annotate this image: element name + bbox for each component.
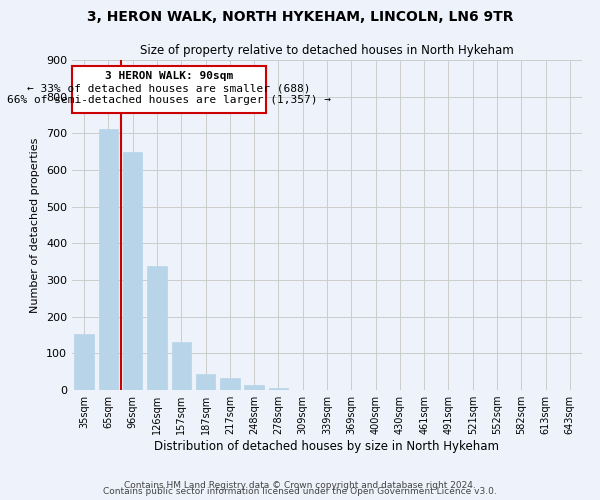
Bar [123,152,142,390]
Text: 66% of semi-detached houses are larger (1,357) →: 66% of semi-detached houses are larger (… [7,95,331,105]
Text: ← 33% of detached houses are smaller (688): ← 33% of detached houses are smaller (68… [28,83,311,93]
Y-axis label: Number of detached properties: Number of detached properties [31,138,40,312]
Bar [172,342,191,390]
FancyBboxPatch shape [72,66,266,113]
Text: 3, HERON WALK, NORTH HYKEHAM, LINCOLN, LN6 9TR: 3, HERON WALK, NORTH HYKEHAM, LINCOLN, L… [87,10,513,24]
Bar [244,385,264,390]
Text: Contains HM Land Registry data © Crown copyright and database right 2024.: Contains HM Land Registry data © Crown c… [124,481,476,490]
Bar [269,388,288,390]
Bar [220,378,239,390]
Title: Size of property relative to detached houses in North Hykeham: Size of property relative to detached ho… [140,44,514,58]
X-axis label: Distribution of detached houses by size in North Hykeham: Distribution of detached houses by size … [155,440,499,453]
Bar [196,374,215,390]
Text: Contains public sector information licensed under the Open Government Licence v3: Contains public sector information licen… [103,487,497,496]
Bar [147,266,167,390]
Text: 3 HERON WALK: 90sqm: 3 HERON WALK: 90sqm [105,71,233,81]
Bar [74,334,94,390]
Bar [99,129,118,390]
